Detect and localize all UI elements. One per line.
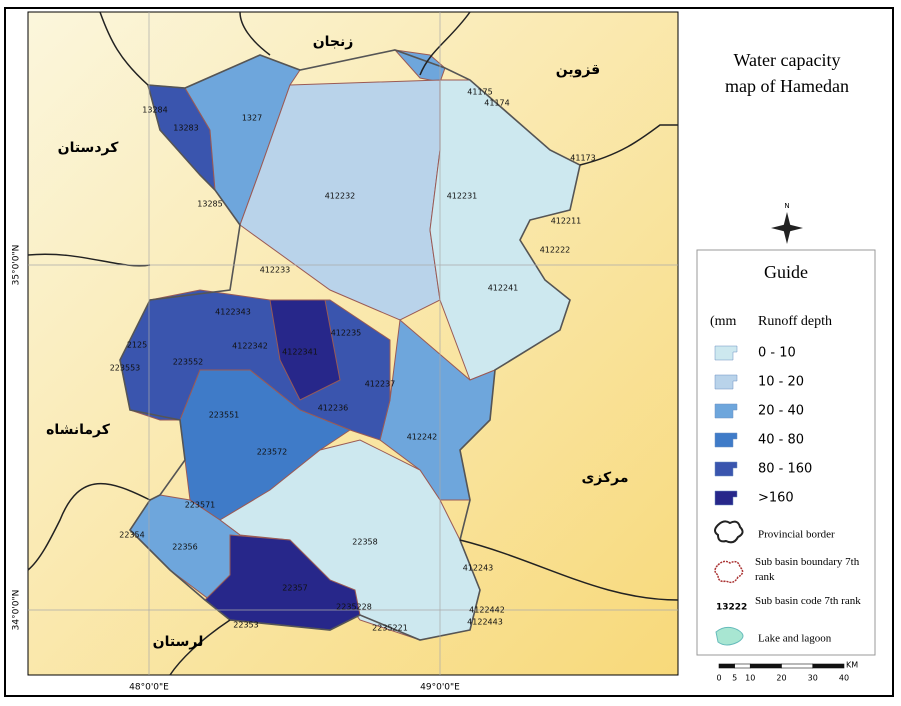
sub-basin-code: 41175 — [467, 88, 492, 97]
title-line: map of Hamedan — [725, 76, 849, 96]
neighbor-borders — [27, 11, 679, 676]
graticule — [28, 12, 678, 675]
lake-symbol — [715, 626, 744, 646]
sub-basin-code: 2125 — [127, 341, 147, 350]
legend-class-label: 20 - 40 — [758, 404, 804, 419]
sub-basin-code: 412233 — [260, 266, 291, 275]
sub-basin-code: 13285 — [197, 200, 222, 209]
sub-basin-code: 22356 — [172, 543, 197, 552]
legend-swatch — [714, 345, 738, 361]
y-coordinate-label: 35°0'0"N — [12, 245, 22, 286]
legend-swatch — [714, 461, 738, 477]
legend-swatch — [714, 432, 738, 448]
scale-tick-label: 5 — [732, 674, 737, 683]
sub-basin-code: 412242 — [407, 433, 438, 442]
legend-symbol: Sub basin boundary 7th rank — [755, 556, 860, 583]
regions — [119, 49, 581, 641]
legend-class-label: 0 - 10 — [758, 346, 796, 361]
sub-basin-code: 412237 — [365, 380, 396, 389]
scale-tick-label: 10 — [745, 674, 755, 683]
sub-basin-code: 1327 — [242, 114, 262, 123]
legend-class-label: 40 - 80 — [758, 433, 804, 448]
north-arrow: N — [771, 202, 803, 244]
sub-basin-code: 41173 — [570, 154, 595, 163]
sub-basin-code: 223551 — [209, 411, 240, 420]
code-example: 13222 — [716, 603, 747, 613]
sub-basin-code: 412232 — [325, 192, 356, 201]
legend-symbol-label: Sub basin code 7th rank — [755, 595, 861, 607]
scale-segment — [812, 663, 845, 669]
sub-basin-code: 2235228 — [336, 603, 372, 612]
sub-basin-code: 412243 — [463, 564, 494, 573]
sub-basin-code: 4122443 — [467, 618, 503, 627]
x-coordinate-label: 48°0'0"E — [129, 683, 169, 693]
sub-basin-code: 13283 — [173, 124, 198, 133]
boundary-symbol — [714, 560, 744, 584]
north-label: N — [784, 202, 789, 210]
neighbor-province: لرستان — [153, 634, 204, 650]
scale-tick-label: 0 — [716, 674, 721, 683]
sub-basin-code: 412236 — [318, 404, 349, 413]
sub-basin-code: 4122341 — [282, 348, 318, 357]
scale-tick-label: 40 — [839, 674, 849, 683]
legend-class-label: >160 — [758, 491, 794, 506]
sub-basin-code: 223572 — [257, 448, 288, 457]
scale-tick-label: 30 — [808, 674, 818, 683]
sub-basin-code: 223552 — [173, 358, 204, 367]
sub-basin-code: 2235221 — [372, 624, 408, 633]
title-line: Water capacity — [734, 50, 841, 70]
legend-label: Runoff depth — [758, 314, 832, 329]
sub-basin-code: 412241 — [488, 284, 519, 293]
neighbor-province: قزوین — [556, 62, 600, 78]
x-coordinate-label: 49°0'0"E — [420, 683, 460, 693]
legend-unit: (mm — [710, 314, 737, 329]
sub-basin-code: 4122343 — [215, 308, 251, 317]
sub-basin-code: 22354 — [119, 531, 144, 540]
legend-symbol-label: Sub basin boundary 7th rank — [755, 556, 860, 583]
sub-basin-region — [269, 299, 341, 401]
legend-symbol-label: Provincial border — [758, 529, 835, 541]
sub-basin-code: 13284 — [142, 106, 167, 115]
y-coordinate-label: 34°0'0"N — [12, 590, 22, 631]
scale-bar: 0 5 10 20 30 40 KM — [716, 661, 858, 683]
scale-segment — [781, 663, 814, 669]
sub-basin-code: 22358 — [352, 538, 377, 547]
sub-basin-code: 22353 — [233, 621, 258, 630]
legend-swatch — [714, 403, 738, 419]
legend-swatch — [714, 374, 738, 390]
legend-class-label: 10 - 20 — [758, 375, 804, 390]
sub-basin-code: 412211 — [551, 217, 582, 226]
neighbor-province: زنجان — [313, 34, 354, 50]
scale-segment — [749, 663, 782, 669]
scale-segment — [734, 663, 751, 669]
scale-unit: KM — [846, 661, 858, 670]
sub-basin-code: 41174 — [484, 99, 509, 108]
neighbor-province: کرمانشاه — [46, 422, 111, 438]
neighbor-province: مرکزی — [581, 470, 628, 486]
sub-basin-code: 412231 — [447, 192, 478, 201]
neighbor-province: کردستان — [58, 140, 120, 156]
sub-basin-code: 223571 — [185, 501, 216, 510]
legend-box — [696, 249, 876, 656]
scale-tick-label: 20 — [776, 674, 786, 683]
legend-class-label: 80 - 160 — [758, 462, 812, 477]
scale-segment — [718, 663, 735, 669]
border-symbol — [714, 520, 744, 544]
legend-symbol: Sub basin code 7th rank — [755, 595, 861, 607]
sub-basin-code: 412222 — [540, 246, 571, 255]
sub-basin-code: 4122442 — [469, 606, 505, 615]
legend-symbol-label: Lake and lagoon — [758, 633, 832, 645]
sub-basin-code: 412235 — [331, 329, 362, 338]
legend-title: Guide — [764, 262, 808, 282]
sub-basin-code: 223553 — [110, 364, 141, 373]
legend-swatch — [714, 490, 738, 506]
sub-basin-region — [393, 49, 446, 83]
sub-basin-code: 22357 — [282, 584, 307, 593]
sub-basin-code: 4122342 — [232, 342, 268, 351]
